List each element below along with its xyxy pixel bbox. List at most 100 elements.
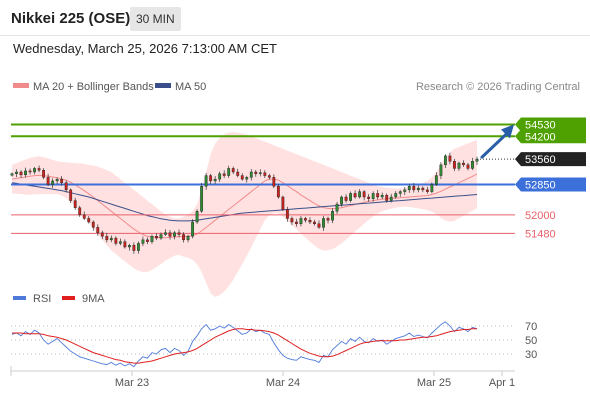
candle <box>123 239 127 249</box>
candle <box>304 216 307 223</box>
candle <box>146 237 149 245</box>
candle <box>42 168 46 180</box>
last-price-tag <box>515 152 586 167</box>
candle <box>362 190 366 201</box>
ma50-legend-label: MA 50 <box>175 81 206 93</box>
rsi-line <box>11 321 478 368</box>
candle <box>204 173 208 190</box>
candle <box>331 208 334 224</box>
candle <box>132 242 136 254</box>
candle <box>317 220 321 229</box>
projection-arrowhead <box>501 124 514 139</box>
x-tick-label: Apr 1 <box>489 377 515 389</box>
candle <box>439 162 443 179</box>
candle <box>340 195 343 207</box>
candle <box>195 209 199 224</box>
x-tick-label: Mar 24 <box>266 377 300 389</box>
ma20-legend-label: MA 20 + Bollinger Bands <box>33 81 154 93</box>
candle <box>344 194 348 203</box>
candle <box>96 224 100 236</box>
candle <box>299 216 303 227</box>
candle <box>353 190 357 199</box>
rsi-legend-swatch <box>13 296 26 300</box>
candle <box>46 173 50 187</box>
x-axis-layer: Mar 23 Mar 24 Mar 25 Apr 1 <box>115 371 515 389</box>
candle <box>263 170 267 178</box>
candle <box>155 233 158 241</box>
rsi-legend-label: RSI <box>33 293 51 305</box>
ma50-legend-swatch <box>155 83 171 88</box>
candle <box>403 187 407 195</box>
candle <box>91 220 95 231</box>
candle <box>254 169 258 177</box>
candle <box>434 172 438 186</box>
candle <box>164 229 167 236</box>
x-tick-label: Mar 23 <box>115 377 149 389</box>
candle <box>173 230 176 240</box>
candle <box>231 166 235 175</box>
candle <box>240 173 244 181</box>
ma50-line <box>11 182 478 222</box>
candle <box>448 152 452 165</box>
candle <box>425 186 429 194</box>
rsi-tick-50: 50 <box>525 335 537 347</box>
candle <box>87 215 91 224</box>
support-1-label: 52000 <box>525 210 556 222</box>
candle <box>69 188 73 204</box>
x-tick-label: Mar 25 <box>417 377 451 389</box>
candle <box>24 167 27 178</box>
candle <box>376 189 380 200</box>
instrument-title: Nikkei 225 (OSE) <box>11 10 131 27</box>
candle <box>276 184 280 199</box>
candles-layer <box>10 152 479 254</box>
candle <box>281 195 285 211</box>
candle <box>258 169 262 177</box>
ma20-legend-swatch <box>13 83 29 88</box>
candle <box>19 170 23 178</box>
candle <box>218 171 222 182</box>
candle <box>443 154 447 168</box>
candle <box>462 160 465 167</box>
candle <box>457 161 461 171</box>
candle <box>412 182 416 193</box>
candle <box>209 173 213 185</box>
ma-layer <box>11 173 478 239</box>
candle <box>109 235 113 243</box>
interval-button[interactable]: 30 MIN <box>130 7 181 31</box>
ma20-line <box>11 173 478 239</box>
candle <box>55 177 59 185</box>
source-credit: Research © 2026 Trading Central <box>416 81 580 93</box>
candle <box>322 215 325 231</box>
pivot-label: 52850 <box>525 180 556 192</box>
candle <box>335 201 339 214</box>
candle <box>213 176 217 184</box>
candle <box>191 219 194 239</box>
candle <box>118 238 122 246</box>
levels-layer <box>11 123 515 234</box>
candle <box>313 219 316 226</box>
candle <box>358 189 362 199</box>
candle <box>290 216 294 226</box>
candle <box>82 211 86 221</box>
chart-datetime: Wednesday, March 25, 2026 7:13:00 AM CET <box>13 41 277 56</box>
rsi-ma-line <box>12 328 477 364</box>
candle <box>285 206 289 222</box>
last-price-label: 53560 <box>525 154 556 166</box>
candle <box>295 218 298 227</box>
candle <box>137 241 140 254</box>
candle <box>200 182 204 213</box>
candle <box>236 168 240 178</box>
pivot-tag <box>515 177 586 192</box>
candle <box>33 166 36 175</box>
resistance-1-tag <box>515 129 586 144</box>
candle <box>475 156 479 165</box>
candle <box>73 197 77 210</box>
candle <box>385 193 389 203</box>
candle <box>326 216 330 224</box>
candle <box>471 157 474 171</box>
candle <box>398 190 402 197</box>
candle <box>222 170 226 179</box>
candle <box>389 193 393 203</box>
candle <box>168 230 172 240</box>
